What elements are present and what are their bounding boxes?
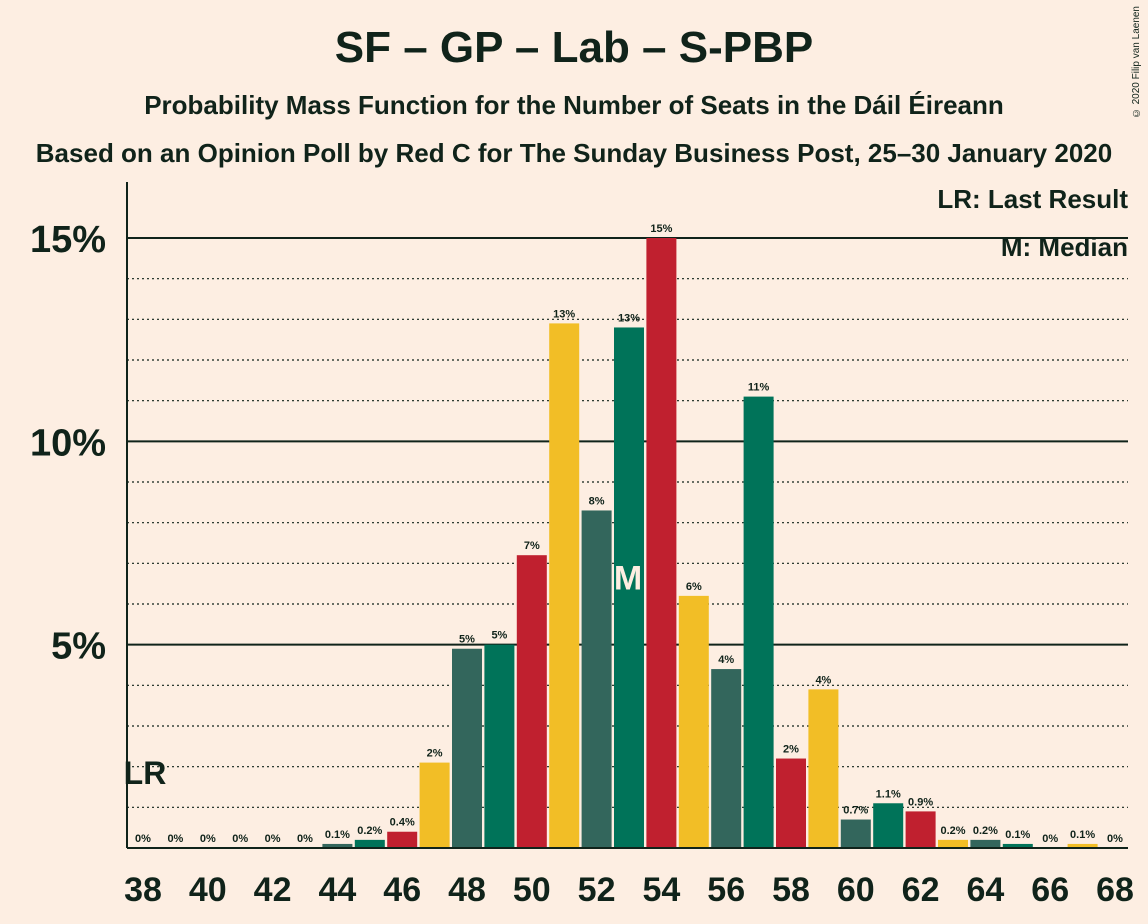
bar-value-label: 4% — [718, 654, 734, 666]
bar-seat-52 — [581, 510, 612, 848]
bar-seat-63 — [938, 839, 968, 848]
bar-value-label: 13% — [553, 308, 575, 320]
bar-seat-50 — [516, 555, 547, 848]
bar-value-label: 0.1% — [1070, 829, 1095, 841]
bar-value-label: 15% — [650, 223, 672, 235]
x-tick-label: 62 — [902, 871, 940, 909]
chart-title: SF – GP – Lab – S-PBP — [334, 23, 814, 72]
bar-seat-64 — [970, 839, 1001, 848]
bar-value-label: 0% — [167, 833, 183, 845]
bar-value-label: 0% — [297, 833, 313, 845]
bar-seat-61 — [873, 803, 904, 848]
bar-value-label: 1.1% — [876, 788, 901, 800]
y-tick-label: 5% — [51, 626, 106, 668]
bar-value-label: 2% — [427, 748, 443, 760]
bar-value-label: 8% — [589, 495, 605, 507]
bar-seat-56 — [711, 669, 742, 848]
bar-value-label: 13% — [618, 312, 640, 324]
x-tick-label: 60 — [837, 871, 875, 909]
bar-value-label: 7% — [524, 540, 540, 552]
x-tick-label: 58 — [772, 871, 810, 909]
x-tick-label: 46 — [383, 871, 421, 909]
median-marker: M — [614, 560, 642, 598]
bar-value-label: 0.2% — [940, 825, 965, 837]
bar-value-label: 0.9% — [908, 796, 933, 808]
y-tick-label: 10% — [30, 422, 106, 464]
bar-seat-65 — [1002, 843, 1033, 848]
x-tick-label: 56 — [707, 871, 745, 909]
bar-seat-67 — [1067, 843, 1098, 848]
bar-seat-48 — [452, 648, 482, 848]
bar-seat-60 — [840, 819, 871, 848]
x-tick-label: 42 — [254, 871, 292, 909]
bar-value-label: 5% — [491, 630, 507, 642]
bar-seat-58 — [776, 758, 806, 848]
bar-seat-62 — [905, 811, 936, 848]
bar-value-label: 0.1% — [1005, 829, 1030, 841]
bar-value-label: 0.7% — [843, 805, 868, 817]
bar-value-label: 0.1% — [325, 829, 350, 841]
bar-seat-49 — [484, 644, 515, 848]
bar-value-label: 0% — [232, 833, 248, 845]
x-tick-label: 52 — [578, 871, 616, 909]
bar-value-label: 2% — [783, 744, 799, 756]
bar-seat-59 — [808, 689, 839, 848]
bar-value-label: 0.2% — [357, 825, 382, 837]
chart-source-line: Based on an Opinion Poll by Red C for Th… — [35, 138, 1113, 168]
x-tick-label: 48 — [448, 871, 486, 909]
bar-value-label: 4% — [815, 674, 831, 686]
bar-value-label: 0.2% — [973, 825, 998, 837]
bar-value-label: 11% — [748, 382, 770, 394]
bar-seat-51 — [549, 323, 580, 848]
bar-value-label: 0% — [265, 833, 281, 845]
legend-last-result: LR: Last Result — [937, 184, 1128, 214]
x-tick-label: 54 — [642, 871, 680, 909]
bar-value-label: 0% — [1107, 833, 1123, 845]
bar-seat-54 — [646, 238, 677, 848]
bar-seat-57 — [743, 396, 774, 848]
chart-subtitle: Probability Mass Function for the Number… — [144, 90, 1004, 120]
bar-seat-47 — [419, 762, 450, 848]
bar-seat-45 — [354, 839, 385, 848]
last-result-marker: LR — [124, 755, 167, 791]
x-tick-label: 44 — [318, 871, 356, 909]
x-tick-label: 40 — [189, 871, 227, 909]
bar-seat-53 — [614, 327, 644, 848]
y-tick-label: 15% — [30, 219, 106, 261]
x-tick-label: 68 — [1096, 871, 1134, 909]
bar-seat-55 — [678, 595, 709, 848]
bar-seat-46 — [387, 831, 418, 848]
bar-value-label: 0% — [200, 833, 216, 845]
bar-value-label: 5% — [459, 634, 475, 646]
bar-seat-44 — [322, 843, 353, 848]
x-tick-label: 66 — [1031, 871, 1069, 909]
x-tick-label: 38 — [124, 871, 162, 909]
bar-value-label: 0% — [1042, 833, 1058, 845]
bar-value-label: 6% — [686, 581, 702, 593]
x-tick-label: 64 — [966, 871, 1004, 909]
x-tick-label: 50 — [513, 871, 551, 909]
bar-value-label: 0% — [135, 833, 151, 845]
bar-value-label: 0.4% — [390, 817, 415, 829]
